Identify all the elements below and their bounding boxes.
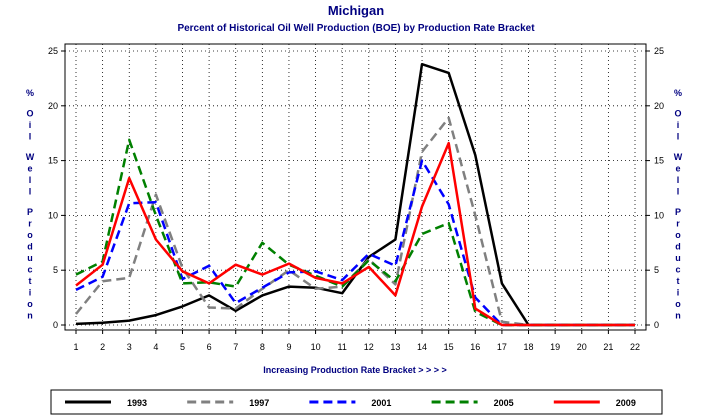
y-axis-label-char: %	[674, 88, 682, 98]
y-axis-label-char: i	[29, 288, 32, 298]
y-axis-label-char: c	[675, 265, 680, 275]
y-axis-label-char: d	[675, 242, 681, 252]
y-tick-label-left: 0	[53, 320, 58, 330]
y-axis-label-char: t	[29, 276, 32, 286]
y-axis-label-char: i	[677, 120, 680, 130]
x-tick-label: 14	[417, 342, 427, 352]
y-tick-label-right: 20	[654, 101, 664, 111]
y-axis-label-char: l	[29, 175, 32, 185]
y-axis-label-char: o	[27, 230, 33, 240]
chart-title: Michigan	[328, 3, 384, 18]
y-axis-label-char: n	[27, 311, 33, 321]
series-line-2009	[75, 141, 635, 327]
y-axis-label-char: e	[27, 164, 32, 174]
y-axis-label-char: n	[675, 311, 681, 321]
y-axis-label-char: d	[27, 242, 33, 252]
y-axis-label-char: l	[677, 175, 680, 185]
y-tick-label-right: 5	[654, 265, 659, 275]
y-tick-label-right: 10	[654, 210, 664, 220]
series-line-2005	[75, 138, 635, 327]
y-axis-label-char: t	[677, 276, 680, 286]
y-tick-label-left: 25	[48, 46, 58, 56]
y-axis-label-char: u	[675, 253, 681, 263]
x-tick-label: 13	[390, 342, 400, 352]
x-tick-label: 9	[286, 342, 291, 352]
y-axis-label-char: O	[674, 109, 681, 119]
series-line-1997	[75, 116, 635, 327]
y-axis-label-char: i	[29, 120, 32, 130]
y-axis-label-char: O	[26, 109, 33, 119]
y-axis-label-char: l	[29, 187, 32, 197]
y-axis-label-char: %	[26, 88, 34, 98]
legend-label-1993: 1993	[127, 398, 147, 408]
legend: 1993 1997 2001 2005 2009	[65, 398, 636, 408]
x-tick-label: 20	[577, 342, 587, 352]
y-tick-label-left: 5	[53, 265, 58, 275]
y-axis-label-char: W	[26, 152, 35, 162]
y-axis-label-char: r	[28, 219, 32, 229]
x-tick-label: 17	[497, 342, 507, 352]
x-tick-label: 11	[338, 342, 347, 352]
series-line-1993	[75, 62, 635, 327]
x-tick-label: 16	[470, 342, 480, 352]
y-axis-label-char: u	[27, 253, 33, 263]
y-axis-label-char: P	[27, 207, 33, 217]
x-tick-label: 18	[524, 342, 534, 352]
y-axis-label-char: l	[29, 132, 32, 142]
series-line-2001	[75, 159, 635, 327]
y-axis-label-char: l	[677, 132, 680, 142]
y-tick-label-left: 15	[48, 156, 58, 166]
y-axis-label-char: l	[677, 187, 680, 197]
y-tick-label-right: 25	[654, 46, 664, 56]
x-tick-label: 4	[153, 342, 158, 352]
y-axis-label-char: r	[676, 219, 680, 229]
grid	[65, 44, 646, 330]
x-tick-label: 1	[73, 342, 78, 352]
x-tick-label: 15	[444, 342, 454, 352]
legend-label-2005: 2005	[494, 398, 514, 408]
chart-subtitle: Percent of Historical Oil Well Productio…	[177, 23, 535, 34]
axis-ticks: 1 2 3 4 5 6 7 8 9 10 11 12 13 14 15 16 17 18 19 20 21 220 05 51…	[48, 46, 664, 352]
series-lines	[75, 62, 635, 327]
x-tick-label: 22	[630, 342, 640, 352]
y-axis-label-char: o	[675, 299, 681, 309]
y-axis-label-char: e	[675, 164, 680, 174]
x-tick-label: 3	[127, 342, 132, 352]
x-tick-label: 5	[180, 342, 185, 352]
y-axis-label-char: i	[677, 288, 680, 298]
y-axis-label-char: c	[27, 265, 32, 275]
x-axis-label: Increasing Production Rate Bracket > > >…	[263, 365, 447, 375]
x-tick-label: 12	[364, 342, 374, 352]
legend-label-1997: 1997	[249, 398, 269, 408]
y-tick-label-left: 10	[48, 210, 58, 220]
x-tick-label: 10	[311, 342, 321, 352]
legend-label-2009: 2009	[616, 398, 636, 408]
x-tick-label: 7	[233, 342, 238, 352]
x-tick-label: 19	[550, 342, 560, 352]
x-tick-label: 8	[260, 342, 265, 352]
x-tick-label: 2	[100, 342, 105, 352]
y-tick-label-right: 0	[654, 320, 659, 330]
y-axis-label-char: o	[675, 230, 681, 240]
x-tick-label: 6	[207, 342, 212, 352]
y-axis-label-char: o	[27, 299, 33, 309]
plot-area-frame	[64, 43, 647, 331]
x-tick-label: 21	[603, 342, 613, 352]
y-axis-label-char: P	[675, 207, 681, 217]
y-axis-label-char: W	[674, 152, 683, 162]
y-tick-label-right: 15	[654, 156, 664, 166]
legend-label-2001: 2001	[371, 398, 391, 408]
y-tick-label-left: 20	[48, 101, 58, 111]
